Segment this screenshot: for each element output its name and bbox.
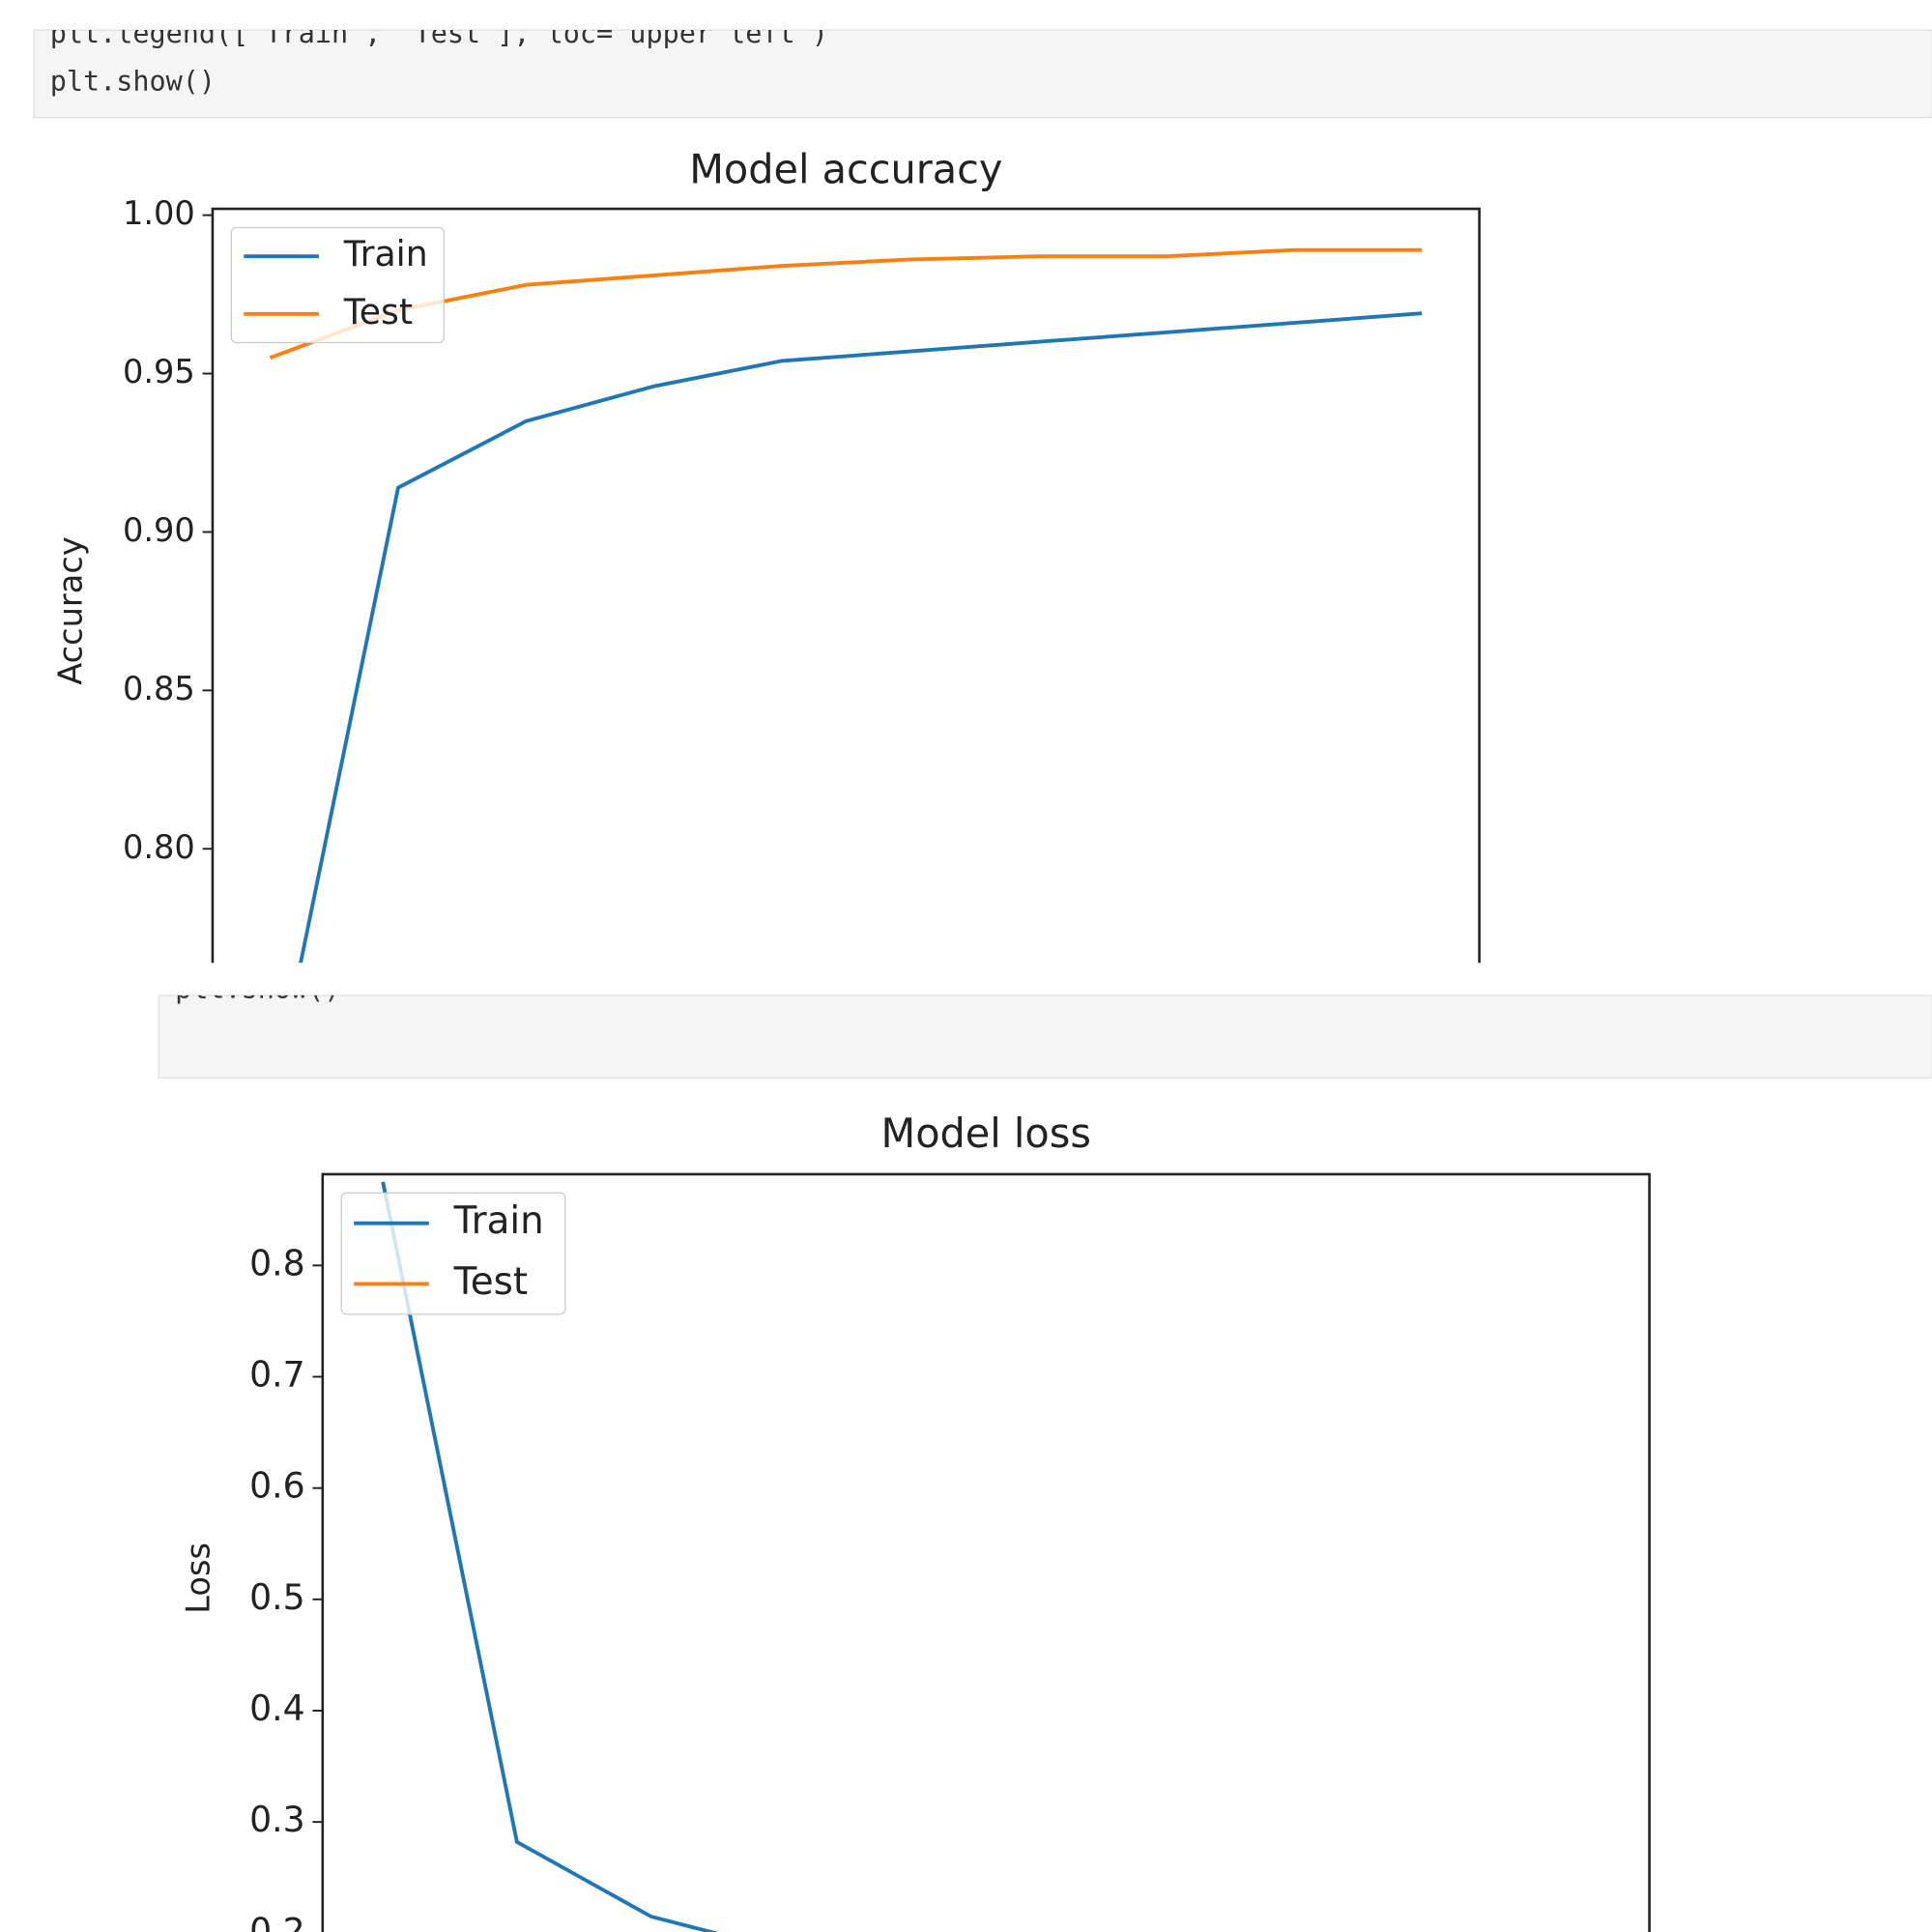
code-cell — [33, 29, 1932, 119]
axes-frame — [211, 207, 1481, 964]
y-tick-label: 1.00 — [123, 194, 195, 232]
series-line — [269, 247, 1423, 360]
code-line: plt.legend(['Train', 'Test'], loc='upper… — [50, 17, 828, 49]
y-axis-label: Loss — [180, 1543, 217, 1614]
code-line: plt.show() — [50, 65, 216, 97]
legend-label: Train — [453, 1199, 544, 1243]
chart-title: Model accuracy — [689, 147, 1002, 193]
y-tick-label: 0.8 — [249, 1242, 305, 1283]
plot-area — [269, 247, 1423, 964]
axes-frame — [321, 1172, 1651, 1932]
code-cell — [158, 995, 1932, 1079]
y-tick-label: 0.6 — [249, 1465, 305, 1507]
legend-label: Test — [453, 1260, 528, 1304]
series-line — [381, 1181, 719, 1932]
code-line: plt.show() — [175, 973, 340, 1005]
y-tick-label: 0.4 — [249, 1687, 305, 1729]
plot-area — [381, 1181, 719, 1932]
y-axis-label: Accuracy — [52, 536, 90, 685]
legend-label: Train — [343, 233, 428, 274]
y-tick-label: 0.5 — [249, 1576, 305, 1618]
chart: Model loss Loss 0.2 0.3 0.4 0.5 0.6 0.7 0.8 Train… — [180, 1110, 1651, 1932]
y-tick-label: 0.3 — [249, 1799, 305, 1840]
chart: Model accuracy Accuracy 0.80 0.85 0.90 0.95 1.… — [52, 147, 1481, 964]
y-tick-label: 0.85 — [123, 670, 195, 707]
y-tick-label: 0.95 — [123, 353, 195, 390]
y-tick-label: 0.80 — [123, 828, 195, 866]
y-tick-label: 0.2 — [249, 1910, 305, 1932]
series-line — [299, 311, 1423, 964]
chart-title: Model loss — [881, 1110, 1091, 1157]
legend-label: Test — [343, 291, 413, 332]
y-tick-label: 0.90 — [123, 511, 195, 549]
y-tick-label: 0.7 — [249, 1354, 305, 1396]
